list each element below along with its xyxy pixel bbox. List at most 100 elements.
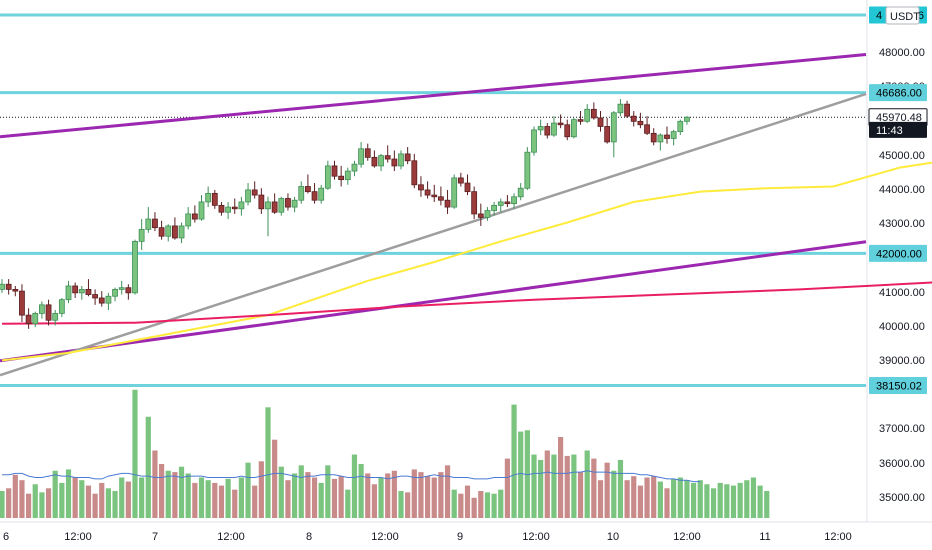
candle[interactable]	[125, 284, 132, 300]
trendline-upper-channel[interactable]	[0, 52, 867, 139]
candle[interactable]	[644, 116, 650, 136]
candle[interactable]	[358, 141, 365, 168]
candle[interactable]	[231, 198, 238, 214]
candle[interactable]	[577, 111, 584, 125]
candle[interactable]	[597, 111, 604, 132]
candle[interactable]	[457, 172, 464, 187]
candle[interactable]	[384, 145, 391, 163]
candle[interactable]	[424, 181, 431, 199]
candle[interactable]	[265, 196, 271, 237]
candle[interactable]	[471, 186, 478, 220]
candle[interactable]	[504, 195, 511, 208]
candle[interactable]	[238, 196, 245, 216]
candle[interactable]	[557, 114, 564, 129]
candle[interactable]	[537, 119, 544, 136]
candle[interactable]	[657, 133, 664, 151]
candle[interactable]	[251, 181, 258, 199]
candle[interactable]	[132, 239, 138, 295]
candle[interactable]	[624, 100, 630, 118]
candle[interactable]	[198, 195, 205, 221]
candle[interactable]	[78, 285, 85, 300]
candle[interactable]	[98, 291, 105, 307]
candle[interactable]	[391, 150, 398, 172]
candle[interactable]	[338, 165, 345, 187]
candle[interactable]	[617, 99, 624, 117]
candle[interactable]	[477, 203, 484, 226]
candle[interactable]	[191, 205, 198, 223]
candle[interactable]	[225, 201, 232, 220]
candle[interactable]	[324, 160, 331, 190]
candle[interactable]	[318, 184, 325, 204]
candle[interactable]	[5, 279, 12, 295]
candle[interactable]	[411, 153, 418, 189]
candle[interactable]	[278, 196, 285, 216]
candle[interactable]	[19, 284, 25, 322]
candle[interactable]	[524, 147, 531, 190]
candle[interactable]	[444, 189, 451, 214]
candle[interactable]	[218, 201, 225, 216]
candle[interactable]	[544, 123, 551, 139]
candle[interactable]	[517, 183, 524, 201]
candle[interactable]	[245, 183, 251, 206]
candle[interactable]	[571, 117, 577, 139]
candle[interactable]	[664, 126, 670, 144]
candle[interactable]	[531, 126, 537, 156]
candle[interactable]	[364, 143, 371, 161]
candle[interactable]	[344, 167, 351, 185]
candle[interactable]	[551, 116, 557, 137]
candle[interactable]	[451, 174, 458, 209]
candle[interactable]	[637, 112, 644, 129]
candle[interactable]	[418, 176, 424, 197]
candle[interactable]	[511, 193, 517, 209]
candle[interactable]	[497, 198, 504, 213]
candle[interactable]	[92, 289, 98, 305]
candle[interactable]	[378, 153, 384, 172]
candle[interactable]	[12, 285, 19, 297]
candle[interactable]	[398, 150, 404, 170]
candle[interactable]	[491, 201, 498, 216]
candle[interactable]	[72, 282, 79, 298]
candle[interactable]	[464, 174, 471, 196]
candle[interactable]	[285, 193, 291, 211]
candle[interactable]	[258, 188, 265, 214]
candle[interactable]	[165, 224, 172, 242]
currency-chip[interactable]: USDT	[885, 6, 920, 25]
candle[interactable]	[304, 174, 311, 194]
candle[interactable]	[371, 150, 378, 168]
candle[interactable]	[65, 280, 72, 304]
candle[interactable]	[677, 119, 684, 136]
candle[interactable]	[105, 292, 112, 310]
candle[interactable]	[437, 186, 444, 206]
candle[interactable]	[25, 308, 32, 329]
candle[interactable]	[431, 184, 438, 202]
candle[interactable]	[178, 222, 185, 244]
candle[interactable]	[404, 147, 411, 165]
candle[interactable]	[271, 193, 278, 214]
candle[interactable]	[311, 183, 318, 204]
candle[interactable]	[484, 207, 491, 221]
candle[interactable]	[291, 196, 298, 213]
candle[interactable]	[152, 212, 158, 232]
candle[interactable]	[670, 129, 677, 146]
candle[interactable]	[85, 279, 92, 297]
candle[interactable]	[630, 111, 637, 127]
candle[interactable]	[118, 280, 125, 295]
candle[interactable]	[684, 116, 690, 125]
candle[interactable]	[351, 160, 358, 177]
candle[interactable]	[185, 207, 192, 230]
candle[interactable]	[145, 207, 152, 233]
candle[interactable]	[45, 299, 52, 326]
candle[interactable]	[298, 181, 305, 204]
candle[interactable]	[564, 119, 571, 141]
candle[interactable]	[584, 104, 591, 124]
candle[interactable]	[604, 117, 611, 144]
candle[interactable]	[610, 111, 617, 158]
candle[interactable]	[58, 297, 65, 317]
candle[interactable]	[205, 186, 212, 208]
candle[interactable]	[211, 189, 218, 209]
trendline-lower-channel[interactable]	[0, 240, 867, 363]
candle[interactable]	[52, 309, 59, 326]
candle[interactable]	[331, 160, 338, 180]
